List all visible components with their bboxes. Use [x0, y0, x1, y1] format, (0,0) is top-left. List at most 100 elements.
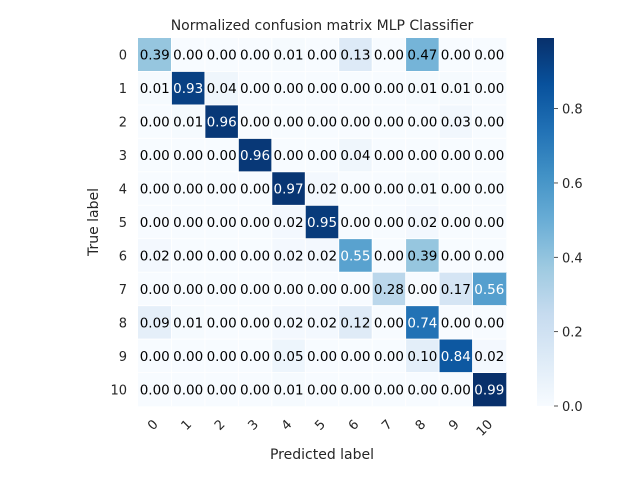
cell-5-10	[472, 205, 507, 240]
cell-5-7	[372, 205, 406, 240]
cell-4-6	[338, 171, 373, 206]
colorbar-tick-label-0.4: 0.4	[562, 251, 583, 266]
cell-label-1-6: 0.00	[340, 81, 370, 97]
cell-8-7	[372, 305, 406, 340]
cell-1-7	[372, 71, 406, 106]
cell-label-2-7: 0.00	[374, 115, 404, 131]
cell-label-2-4: 0.00	[274, 115, 304, 131]
cell-10-8	[405, 372, 440, 407]
cell-label-3-4: 0.00	[274, 148, 304, 164]
cell-0-9	[439, 38, 473, 72]
cell-label-7-8: 0.00	[407, 282, 437, 298]
cell-2-6	[338, 104, 373, 139]
cell-label-2-8: 0.00	[407, 115, 437, 131]
cell-label-0-9: 0.00	[441, 48, 471, 64]
cell-label-1-0: 0.01	[140, 81, 170, 97]
cell-label-6-9: 0.00	[441, 248, 471, 264]
cell-label-4-4: 0.97	[274, 182, 304, 198]
x-tick-label-8: 8	[413, 417, 429, 433]
heatmap-cells	[138, 38, 507, 407]
colorbar-tick-label-0.6: 0.6	[562, 177, 583, 192]
cell-label-10-8: 0.00	[407, 382, 437, 398]
cell-10-3	[238, 372, 273, 407]
x-axis-label: Predicted label	[270, 447, 374, 463]
cell-label-7-4: 0.00	[274, 282, 304, 298]
cell-label-3-2: 0.00	[207, 148, 237, 164]
cell-label-5-7: 0.00	[374, 215, 404, 231]
x-tick-label-10: 10	[474, 417, 496, 439]
cell-1-6	[338, 71, 373, 106]
x-axis-ticks: 0 1 2 3 4 5 6 7 8 9 10	[145, 417, 496, 439]
cell-3-2	[204, 138, 239, 173]
cell-label-4-9: 0.00	[441, 182, 471, 198]
cell-label-6-6: 0.55	[340, 248, 370, 264]
x-tick-label-4: 4	[279, 417, 295, 433]
cell-5-0	[138, 205, 172, 240]
cell-0-7	[372, 38, 406, 72]
cell-label-3-1: 0.00	[173, 148, 203, 164]
x-tick-label-7: 7	[379, 417, 395, 433]
cell-label-1-8: 0.01	[407, 81, 437, 97]
cell-2-8	[405, 104, 440, 139]
cell-label-7-1: 0.00	[173, 282, 203, 298]
cell-4-10	[472, 171, 507, 206]
cell-1-4	[271, 71, 306, 106]
y-tick-label-6: 6	[119, 249, 127, 264]
cell-4-5	[305, 171, 340, 206]
heatmap-cell-labels: 0.39 0.00 0.00 0.00 0.01 0.00 0.13 0.00 0.47 0.00…	[140, 48, 505, 399]
cell-label-10-7: 0.00	[374, 382, 404, 398]
cell-label-0-2: 0.00	[207, 48, 237, 64]
cell-1-1	[171, 71, 206, 106]
cell-label-0-7: 0.00	[374, 48, 404, 64]
y-axis-label: True label	[86, 188, 102, 257]
cell-7-6	[338, 272, 373, 306]
cell-0-10	[472, 38, 507, 72]
cell-0-3	[238, 38, 273, 72]
cell-2-10	[472, 104, 507, 139]
cell-6-0	[138, 238, 172, 273]
x-tick-label-1: 1	[179, 417, 195, 433]
cell-label-4-2: 0.00	[207, 182, 237, 198]
cell-9-7	[372, 339, 406, 373]
cell-1-5	[305, 71, 340, 106]
cell-6-2	[204, 238, 239, 273]
cell-4-0	[138, 171, 172, 206]
y-tick-label-10: 10	[110, 383, 127, 398]
cell-6-7	[372, 238, 406, 273]
cell-9-5	[305, 339, 340, 373]
cell-label-0-3: 0.00	[240, 48, 270, 64]
cell-label-9-4: 0.05	[274, 349, 304, 365]
y-axis-ticks: 0 1 2 3 4 5 6 7 8 9 10	[110, 49, 127, 399]
cell-label-6-7: 0.00	[374, 248, 404, 264]
cell-label-9-8: 0.10	[407, 349, 437, 365]
cell-label-4-7: 0.00	[374, 182, 404, 198]
cell-0-0	[138, 38, 172, 72]
y-tick-label-2: 2	[119, 116, 127, 131]
cell-5-2	[204, 205, 239, 240]
cell-0-1	[171, 38, 206, 72]
cell-3-9	[439, 138, 473, 173]
colorbar-ticks: 0.0 0.2 0.4 0.6 0.8	[554, 103, 583, 415]
cell-8-2	[204, 305, 239, 340]
cell-9-6	[338, 339, 373, 373]
cell-2-9	[439, 104, 473, 139]
cell-label-1-7: 0.00	[374, 81, 404, 97]
cell-label-10-2: 0.00	[207, 382, 237, 398]
cell-label-7-0: 0.00	[140, 282, 170, 298]
cell-7-1	[171, 272, 206, 306]
cell-label-7-3: 0.00	[240, 282, 270, 298]
cell-label-9-6: 0.00	[340, 349, 370, 365]
cell-8-3	[238, 305, 273, 340]
cell-3-8	[405, 138, 440, 173]
cell-4-8	[405, 171, 440, 206]
cell-label-8-8: 0.74	[407, 315, 437, 331]
colorbar-tick-label-0.2: 0.2	[562, 326, 583, 341]
cell-label-0-4: 0.01	[274, 48, 304, 64]
cell-label-0-0: 0.39	[140, 48, 170, 64]
cell-label-2-0: 0.00	[140, 115, 170, 131]
cell-6-8	[405, 238, 440, 273]
cell-label-1-4: 0.00	[274, 81, 304, 97]
cell-10-0	[138, 372, 172, 407]
y-tick-label-3: 3	[119, 149, 127, 164]
cell-1-10	[472, 71, 507, 106]
